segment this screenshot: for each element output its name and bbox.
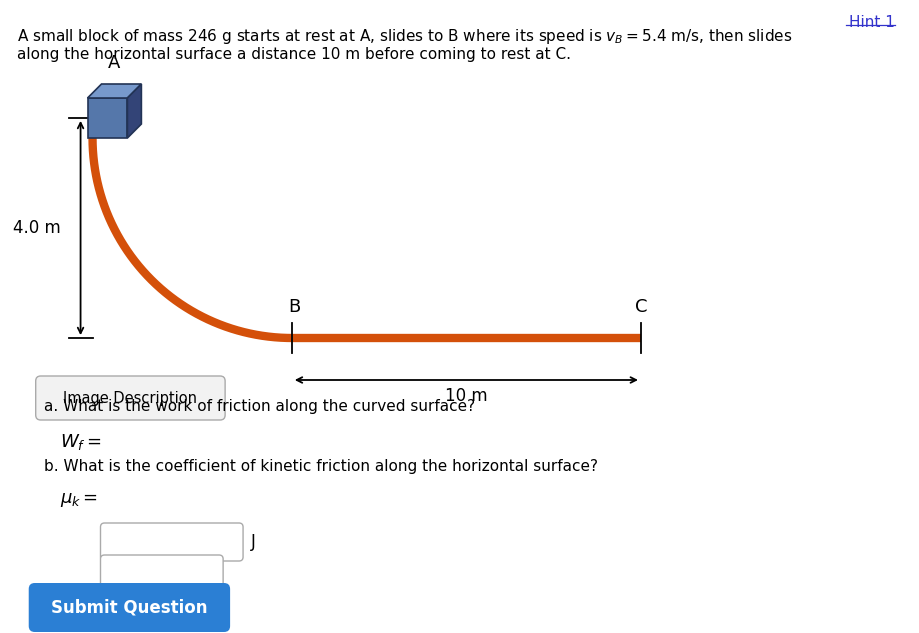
Text: $W_f =$: $W_f =$ <box>60 432 101 452</box>
Polygon shape <box>87 98 127 138</box>
Text: B: B <box>288 298 300 316</box>
Polygon shape <box>127 84 142 138</box>
Text: Image Description: Image Description <box>63 391 198 406</box>
FancyBboxPatch shape <box>100 523 243 561</box>
Text: C: C <box>634 298 646 316</box>
Text: Hint 1: Hint 1 <box>848 15 894 30</box>
Text: along the horizontal surface a distance 10 m before coming to rest at C.: along the horizontal surface a distance … <box>17 47 570 63</box>
Text: 10 m: 10 m <box>445 387 487 405</box>
Text: A: A <box>108 54 120 72</box>
Text: $\mu_k =$: $\mu_k =$ <box>60 491 97 509</box>
Polygon shape <box>87 84 142 98</box>
Text: 4.0 m: 4.0 m <box>13 219 61 237</box>
FancyBboxPatch shape <box>100 555 223 593</box>
Text: b. What is the coefficient of kinetic friction along the horizontal surface?: b. What is the coefficient of kinetic fr… <box>44 459 597 474</box>
Text: A small block of mass 246 g starts at rest at A, slides to B where its speed is : A small block of mass 246 g starts at re… <box>17 27 791 46</box>
Text: J: J <box>251 533 255 551</box>
Text: Submit Question: Submit Question <box>51 598 208 617</box>
FancyBboxPatch shape <box>28 583 230 632</box>
Text: a. What is the work of friction along the curved surface?: a. What is the work of friction along th… <box>44 399 475 414</box>
FancyBboxPatch shape <box>36 376 225 420</box>
